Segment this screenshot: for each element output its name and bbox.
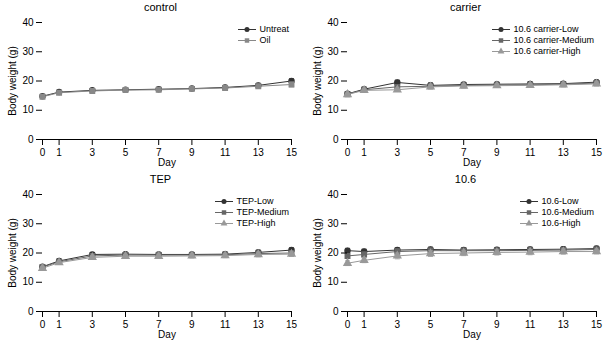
svg-text:3: 3 [395, 319, 401, 330]
svg-text:1: 1 [56, 147, 62, 158]
svg-text:10: 10 [327, 104, 339, 115]
svg-text:0: 0 [28, 306, 34, 317]
html-text:Untreat: Untreat [259, 24, 289, 34]
svg-text:0: 0 [333, 134, 339, 145]
svg-text:9: 9 [189, 147, 195, 158]
html-text:10.6 carrier-Low: 10.6 carrier-Low [513, 24, 579, 34]
svg-text:10: 10 [22, 276, 34, 287]
svg-text:40: 40 [327, 17, 339, 28]
svg-text:13: 13 [558, 147, 570, 158]
html-text:10.6: 10.6 [454, 173, 477, 185]
html-text:TEP-Low: TEP-Low [236, 196, 274, 206]
html-text:control: control [144, 1, 177, 13]
svg-text:9: 9 [494, 319, 500, 330]
html-text:10.6 carrier-High: 10.6 carrier-High [513, 46, 581, 56]
svg-text:Day: Day [158, 157, 176, 168]
svg-text:0: 0 [40, 147, 46, 158]
html-text:10.6-Low: 10.6-Low [541, 196, 579, 206]
html-text:TEP: TEP [149, 173, 172, 185]
svg-text:Body weight (g): Body weight (g) [7, 218, 18, 287]
svg-text:1: 1 [361, 147, 367, 158]
svg-text:10: 10 [327, 276, 339, 287]
svg-text:13: 13 [253, 319, 265, 330]
svg-text:30: 30 [327, 46, 339, 57]
html-text:10.6-High: 10.6-High [541, 218, 581, 228]
svg-text:15: 15 [591, 147, 603, 158]
svg-text:Body weight (g): Body weight (g) [312, 218, 323, 287]
svg-text:1: 1 [56, 319, 62, 330]
svg-text:13: 13 [253, 147, 265, 158]
svg-text:0: 0 [333, 306, 339, 317]
svg-text:20: 20 [22, 247, 34, 258]
svg-text:11: 11 [525, 147, 536, 158]
svg-text:9: 9 [189, 319, 195, 330]
svg-text:3: 3 [90, 147, 96, 158]
svg-text:40: 40 [327, 189, 339, 200]
svg-text:1: 1 [361, 319, 367, 330]
svg-text:0: 0 [40, 319, 46, 330]
html-text:TEP-Medium: TEP-Medium [236, 207, 289, 217]
svg-text:15: 15 [286, 147, 298, 158]
svg-text:Day: Day [463, 157, 481, 168]
svg-text:7: 7 [155, 146, 162, 158]
svg-text:Day: Day [463, 329, 481, 340]
svg-text:11: 11 [220, 147, 231, 158]
svg-text:3: 3 [90, 319, 96, 330]
svg-text:7: 7 [460, 318, 467, 330]
svg-text:30: 30 [327, 218, 339, 229]
svg-text:20: 20 [22, 75, 34, 86]
svg-text:20: 20 [327, 75, 339, 86]
svg-text:Day: Day [158, 329, 176, 340]
svg-text:5: 5 [123, 147, 129, 158]
svg-text:7: 7 [155, 318, 162, 330]
svg-text:11: 11 [220, 319, 231, 330]
html-text:carrier: carrier [449, 1, 482, 13]
html-text:10.6 carrier-Medium: 10.6 carrier-Medium [513, 35, 594, 45]
svg-text:Body weight (g): Body weight (g) [7, 46, 18, 115]
html-text:10.6-Medium: 10.6-Medium [541, 207, 594, 217]
svg-text:7: 7 [460, 146, 467, 158]
svg-text:30: 30 [22, 46, 34, 57]
html-text:Oil: Oil [259, 35, 271, 45]
svg-text:15: 15 [591, 319, 603, 330]
svg-text:0: 0 [345, 147, 351, 158]
svg-text:9: 9 [494, 147, 500, 158]
svg-text:5: 5 [123, 319, 129, 330]
svg-text:5: 5 [428, 319, 434, 330]
svg-text:Body weight (g): Body weight (g) [312, 46, 323, 115]
svg-text:0: 0 [345, 319, 351, 330]
svg-text:5: 5 [428, 147, 434, 158]
svg-text:10: 10 [22, 104, 34, 115]
svg-text:40: 40 [22, 189, 34, 200]
svg-text:13: 13 [558, 319, 570, 330]
svg-text:40: 40 [22, 17, 34, 28]
svg-text:3: 3 [395, 147, 401, 158]
svg-text:0: 0 [28, 134, 34, 145]
svg-text:30: 30 [22, 218, 34, 229]
svg-text:11: 11 [525, 319, 536, 330]
html-text:TEP-High: TEP-High [236, 218, 276, 228]
svg-text:15: 15 [286, 319, 298, 330]
svg-text:20: 20 [327, 247, 339, 258]
